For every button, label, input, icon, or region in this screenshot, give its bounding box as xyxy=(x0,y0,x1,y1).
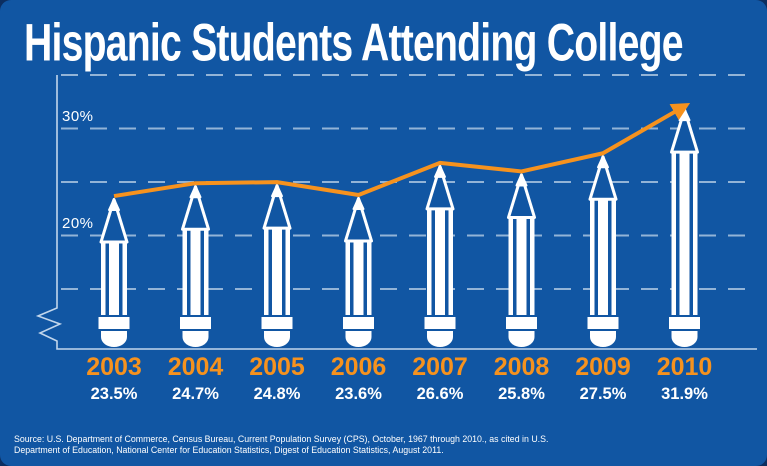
pencil-body xyxy=(427,208,453,315)
axis-line-with-break xyxy=(35,75,757,350)
pencil-eraser xyxy=(182,331,209,347)
pencil-tip xyxy=(678,108,691,122)
pencil-cone xyxy=(99,198,129,244)
pencil-body xyxy=(590,199,616,315)
trend-polyline xyxy=(113,102,691,199)
x-year-label-2007: 2007 xyxy=(412,353,468,381)
trend-line xyxy=(113,102,691,199)
gridlines xyxy=(61,74,757,290)
y-tick-label-20: 20% xyxy=(62,214,94,232)
pencil-bar-2003 xyxy=(98,198,130,347)
pencil-ferrule xyxy=(424,317,456,329)
pencil-eraser xyxy=(101,331,127,347)
pencil-body-stripe xyxy=(526,217,530,315)
x-year-label-2004: 2004 xyxy=(167,353,224,381)
pencil-eraser xyxy=(671,331,698,347)
pencil-body-stripe xyxy=(431,208,435,315)
pencil-tip xyxy=(271,184,283,198)
x-year-label-2010: 2010 xyxy=(656,353,713,381)
pencil-body xyxy=(508,217,535,315)
x-year-label-2008: 2008 xyxy=(493,353,550,381)
pencil-body xyxy=(671,152,698,315)
pencil-ferrule xyxy=(98,317,130,329)
pencil-body-stripe xyxy=(200,229,204,315)
pencil-eraser xyxy=(345,331,372,347)
x-percent-label-2004: 24.7% xyxy=(172,385,219,403)
x-percent-label-2006: 23.6% xyxy=(335,385,382,403)
pencil-cone xyxy=(670,108,699,154)
pencil-body-stripe xyxy=(268,228,272,315)
x-percent-label-2009: 27.5% xyxy=(579,385,627,403)
pencil-tip xyxy=(189,185,202,199)
pencil-eraser xyxy=(264,331,290,347)
pencil-tip xyxy=(352,196,365,210)
pencil-cone xyxy=(507,173,536,219)
pencil-bar-2004 xyxy=(180,185,211,347)
pencil-body-stripe xyxy=(513,217,517,315)
pencil-ferrule xyxy=(669,317,700,329)
pencil-ferrule xyxy=(343,317,374,329)
x-percent-label-2007: 26.6% xyxy=(416,385,464,403)
pencil-body-stripe xyxy=(608,199,612,315)
y-tick-label-30: 30% xyxy=(62,107,94,125)
axes xyxy=(35,75,757,350)
pencil-bar-2008 xyxy=(506,173,537,347)
pencil-cone xyxy=(425,164,455,211)
pencil-eraser xyxy=(508,331,535,347)
pencil-body-stripe xyxy=(282,228,286,315)
pencil-bar-2007 xyxy=(424,164,456,347)
pencil-body xyxy=(264,228,290,315)
pencil-body xyxy=(345,240,372,315)
pencil-ferrule xyxy=(180,317,211,329)
pencil-body-stripe xyxy=(689,152,693,315)
pencil-body xyxy=(101,242,127,315)
page-title: Hispanic Students Attending College xyxy=(24,14,684,73)
pencil-body-stripe xyxy=(350,240,354,315)
pencil-body-stripe xyxy=(676,152,680,315)
pencil-ferrule xyxy=(587,317,619,329)
pencil-body-stripe xyxy=(363,240,367,315)
pencil-body-stripe xyxy=(105,242,109,315)
pencil-bar-2006 xyxy=(343,196,374,347)
x-year-label-2005: 2005 xyxy=(249,353,305,381)
x-year-label-2006: 2006 xyxy=(330,353,387,381)
pencil-bar-2009 xyxy=(587,155,619,347)
pencil-eraser xyxy=(427,331,453,347)
pencil-body-stripe xyxy=(187,229,191,315)
pencil-body-stripe xyxy=(445,208,449,315)
pencil-cone xyxy=(262,184,292,230)
pencil-eraser xyxy=(590,331,616,347)
pencil-cone xyxy=(588,155,618,201)
pencil-ferrule xyxy=(506,317,537,329)
x-percent-label-2003: 23.5% xyxy=(90,385,138,403)
pencil-bars xyxy=(98,108,700,347)
pencil-bar-2010 xyxy=(669,108,700,347)
x-year-label-2003: 2003 xyxy=(86,353,142,381)
pencil-tip xyxy=(434,164,446,178)
pencil-tip xyxy=(597,155,609,169)
pencil-cone xyxy=(181,185,210,231)
pencil-body-stripe xyxy=(119,242,123,315)
pencil-tip xyxy=(108,198,120,212)
pencil-bar-2005 xyxy=(261,184,293,347)
pencil-ferrule xyxy=(261,317,293,329)
x-year-label-2009: 2009 xyxy=(575,353,631,381)
pencil-body-stripe xyxy=(594,199,598,315)
pencil-body xyxy=(182,229,209,315)
x-percent-label-2008: 25.8% xyxy=(498,385,545,403)
x-percent-label-2005: 24.8% xyxy=(253,385,301,403)
pencil-tip xyxy=(515,173,528,187)
x-percent-label-2010: 31.9% xyxy=(661,385,708,403)
pencil-cone xyxy=(344,196,373,243)
source-note: Source: U.S. Department of Commerce, Cen… xyxy=(14,434,549,456)
